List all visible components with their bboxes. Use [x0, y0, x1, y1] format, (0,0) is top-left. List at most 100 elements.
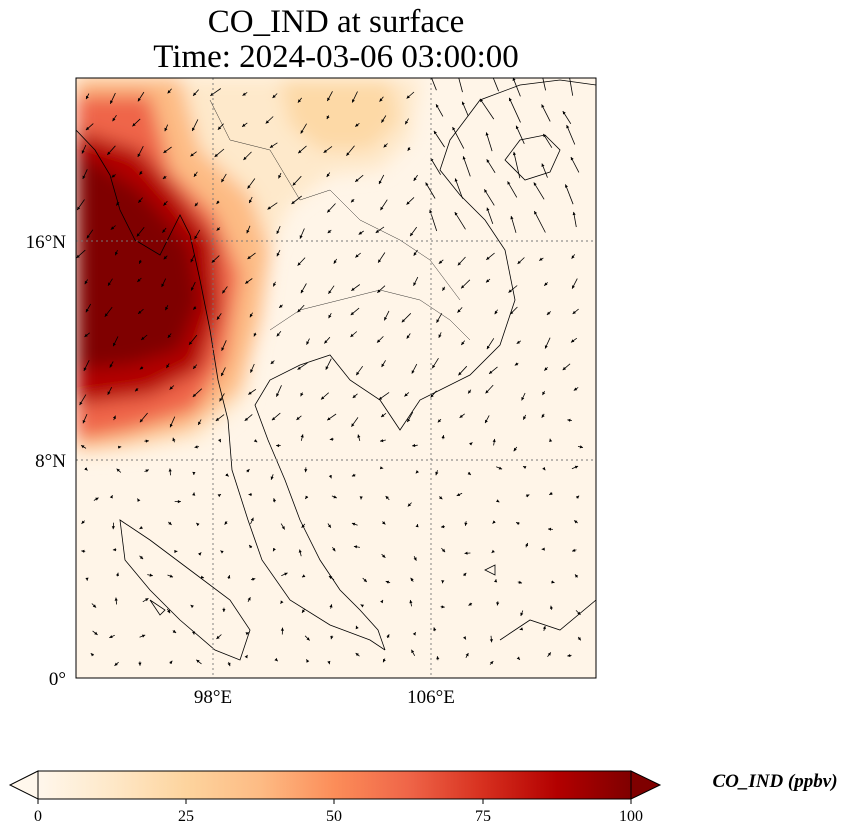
- wind-arrow-head: [81, 445, 85, 449]
- wind-arrow-head: [301, 524, 305, 528]
- gridlines: [76, 78, 596, 678]
- wind-arrow-head: [572, 211, 576, 216]
- wind-arrow-head: [492, 438, 496, 443]
- wind-arrow-head: [439, 496, 443, 500]
- wind-arrow-head: [247, 255, 251, 259]
- wind-arrow-head: [114, 662, 118, 666]
- wind-arrow-head: [327, 660, 331, 665]
- wind-arrow-head: [544, 282, 548, 286]
- wind-arrow-head: [485, 390, 489, 394]
- wind-arrow-head: [490, 661, 494, 665]
- wind-arrow-head: [441, 435, 445, 439]
- wind-arrow-head: [327, 524, 331, 528]
- wind-arrow-head: [377, 289, 381, 293]
- wind-arrow-head: [193, 306, 197, 310]
- wind-arrow-head: [174, 549, 178, 554]
- wind-arrow-head: [352, 99, 355, 103]
- wind-arrow-head: [192, 471, 196, 475]
- wind-arrow-head: [381, 413, 385, 417]
- wind-arrow-head: [490, 72, 493, 75]
- wind-arrow-head: [352, 394, 356, 398]
- wind-arrow-head: [385, 580, 390, 584]
- wind-arrow-head: [296, 416, 300, 420]
- wind-arrow-head: [86, 95, 89, 100]
- wind-arrow: [533, 210, 546, 233]
- colorbar-tick-0: 0: [34, 808, 42, 825]
- wind-arrow: [479, 98, 495, 120]
- wind-vectors: [76, 72, 584, 667]
- wind-arrow-head: [379, 98, 383, 102]
- wind-arrow-head: [533, 182, 537, 186]
- wind-arrow-head: [164, 127, 168, 132]
- wind-arrow-head: [355, 178, 359, 182]
- wind-arrow-head: [515, 125, 519, 130]
- wind-arrow-head: [355, 625, 359, 630]
- wind-arrow-head: [109, 495, 113, 499]
- wind-arrow-head: [496, 602, 500, 606]
- wind-arrow-head: [167, 334, 171, 338]
- wind-arrow-head: [548, 527, 552, 531]
- wind-arrow-head: [220, 550, 224, 554]
- wind-arrow-head: [401, 319, 405, 323]
- wind-arrow-head: [377, 339, 381, 343]
- wind-arrow-head: [141, 336, 145, 340]
- wind-arrow-head: [118, 445, 122, 449]
- wind-arrow-head: [269, 144, 274, 148]
- wind-arrow-head: [297, 99, 301, 103]
- wind-arrow-head: [384, 317, 387, 321]
- wind-arrow-head: [454, 212, 458, 216]
- wind-arrow-head: [484, 189, 488, 193]
- wind-arrow-head: [81, 549, 85, 553]
- wind-arrow-head: [356, 371, 360, 376]
- wind-arrow-head: [84, 333, 88, 337]
- wind-arrow: [425, 182, 436, 199]
- wind-arrow: [485, 132, 493, 152]
- wind-arrow-head: [333, 260, 337, 264]
- wind-arrow-head: [221, 347, 225, 351]
- wind-arrow-head: [300, 392, 304, 397]
- wind-arrow-head: [166, 364, 170, 368]
- wind-arrow-head: [276, 333, 280, 337]
- wind-arrow-head: [281, 526, 285, 530]
- wind-arrow-head: [327, 97, 331, 101]
- wind-arrow-head: [437, 419, 441, 423]
- wind-arrow-head: [253, 439, 258, 443]
- wind-arrow-head: [510, 311, 514, 315]
- wind-arrow-head: [243, 156, 247, 160]
- colorbar-ticks: [37, 799, 632, 804]
- wind-arrow-head: [541, 163, 545, 167]
- colorbar-extend-min: [8, 770, 39, 800]
- wind-arrow-head: [541, 547, 545, 551]
- wind-arrow-head: [412, 632, 416, 636]
- wind-arrow-head: [378, 396, 383, 400]
- wind-arrow-head: [210, 92, 214, 96]
- wind-arrow-head: [463, 636, 466, 640]
- wind-arrow-head: [514, 362, 519, 366]
- wind-arrow-head: [539, 257, 543, 261]
- wind-arrow-head: [383, 144, 387, 148]
- wind-arrow-head: [467, 471, 471, 475]
- wind-arrow-head: [215, 417, 220, 421]
- wind-arrow: [541, 104, 551, 122]
- wind-arrow-head: [297, 366, 301, 370]
- wind-arrow-head: [328, 314, 332, 319]
- wind-arrow: [430, 157, 441, 175]
- wind-arrow-head: [516, 340, 520, 344]
- wind-arrow-head: [108, 282, 111, 286]
- wind-arrow-head: [575, 495, 580, 499]
- wind-arrow-head: [385, 496, 389, 500]
- wind-arrow-head: [562, 366, 566, 371]
- wind-arrow-head: [216, 635, 220, 639]
- wind-arrow-head: [227, 575, 231, 579]
- wind-arrow-head: [574, 520, 578, 524]
- map-panel: [75, 72, 597, 679]
- wind-arrow-head: [249, 313, 253, 318]
- wind-arrow-head: [534, 211, 538, 215]
- wind-arrow-head: [136, 233, 140, 237]
- wind-arrow-head: [163, 202, 167, 206]
- wind-arrow-head: [302, 609, 305, 613]
- wind-arrow-head: [137, 278, 141, 282]
- wind-arrow-head: [357, 434, 361, 438]
- wind-arrow-head: [489, 370, 493, 374]
- wind-arrow-head: [512, 151, 516, 156]
